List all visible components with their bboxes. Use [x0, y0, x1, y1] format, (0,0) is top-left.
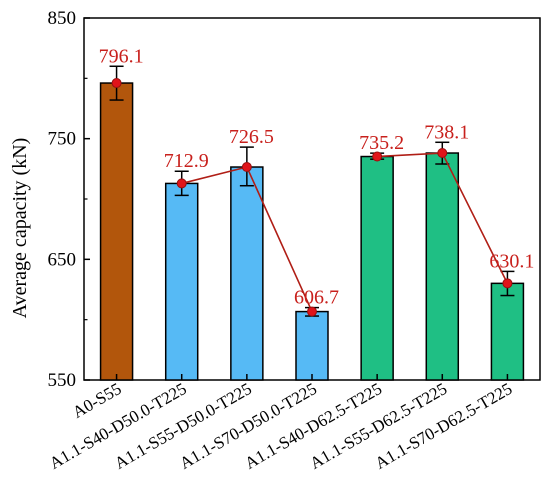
- data-point-marker: [176, 178, 187, 189]
- bar: [230, 166, 264, 381]
- data-point-marker: [241, 162, 252, 173]
- data-point-marker: [502, 278, 513, 289]
- data-labels-layer: 796.1 712.9 726.5 606.7 735.2 738.1 630.1: [99, 45, 535, 308]
- y-tick-label: 550: [48, 370, 77, 391]
- data-label: 630.1: [489, 250, 534, 272]
- bar: [295, 310, 329, 381]
- data-point-marker: [372, 151, 383, 162]
- bar: [490, 282, 525, 381]
- bar: [425, 152, 460, 381]
- data-label: 726.5: [229, 126, 274, 148]
- data-point-marker: [437, 148, 448, 159]
- data-label: 735.2: [359, 132, 404, 154]
- data-label: 606.7: [294, 287, 339, 309]
- data-label: 796.1: [99, 45, 144, 67]
- data-label: 738.1: [424, 121, 469, 143]
- bar: [164, 182, 199, 381]
- y-tick-label: 750: [48, 129, 77, 150]
- bar: [99, 82, 134, 381]
- bar: [360, 155, 394, 381]
- y-axis-title: Average capacity (kN): [9, 138, 31, 319]
- y-tick-label: 650: [48, 249, 77, 270]
- data-point-marker: [307, 306, 317, 317]
- y-tick-label: 850: [48, 8, 77, 29]
- data-point-marker: [111, 78, 122, 89]
- data-label: 712.9: [164, 150, 209, 172]
- trend-lines-layer: [111, 78, 513, 317]
